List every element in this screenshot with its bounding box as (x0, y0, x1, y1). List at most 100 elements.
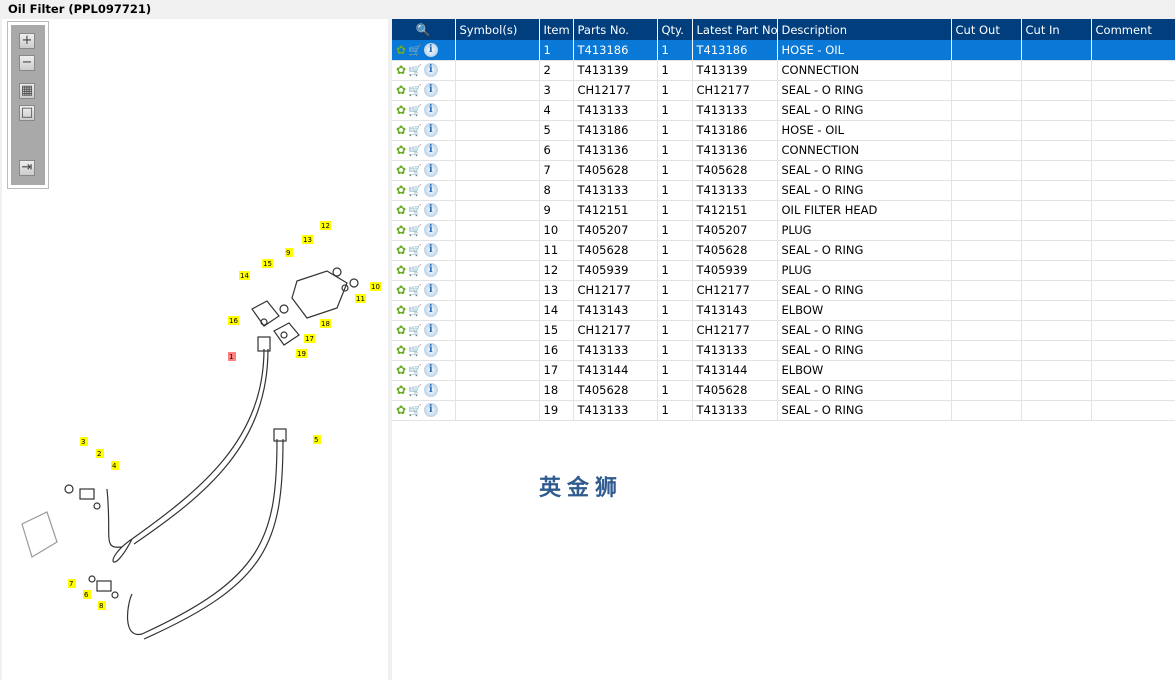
callout-7[interactable]: 7 (68, 579, 76, 588)
column-header-actions[interactable]: 🔍 (392, 19, 456, 40)
info-icon[interactable]: i (423, 163, 438, 178)
cart-icon[interactable]: 🛒 (408, 43, 422, 57)
table-row[interactable]: ✿ 🛒 i 9 T412151 1 T412151 OIL FILTER HEAD (392, 200, 1175, 221)
callout-15[interactable]: 15 (262, 259, 273, 268)
cart-icon[interactable]: 🛒 (408, 183, 422, 197)
callout-4[interactable]: 4 (111, 461, 119, 470)
gear-icon[interactable]: ✿ (396, 223, 407, 238)
gear-icon[interactable]: ✿ (396, 283, 407, 298)
gear-icon[interactable]: ✿ (396, 163, 407, 178)
table-row[interactable]: ✿ 🛒 i 12 T405939 1 T405939 PLUG (392, 260, 1175, 281)
info-icon[interactable]: i (423, 223, 438, 238)
cart-icon[interactable]: 🛒 (408, 63, 422, 77)
cart-icon[interactable]: 🛒 (408, 303, 422, 317)
gear-icon[interactable]: ✿ (396, 323, 407, 338)
gear-icon[interactable]: ✿ (396, 103, 407, 118)
callout-2[interactable]: 2 (96, 449, 104, 458)
info-icon[interactable]: i (423, 43, 438, 57)
cart-icon[interactable]: 🛒 (408, 163, 422, 177)
info-icon[interactable]: i (423, 343, 438, 358)
gear-icon[interactable]: ✿ (396, 403, 407, 418)
gear-icon[interactable]: ✿ (396, 343, 407, 358)
callout-5[interactable]: 5 (313, 435, 321, 444)
cart-icon[interactable]: 🛒 (408, 283, 422, 297)
table-row[interactable]: ✿ 🛒 i 7 T405628 1 T405628 SEAL - O RING (392, 160, 1175, 181)
callout-18[interactable]: 18 (320, 319, 331, 328)
callout-17[interactable]: 17 (304, 334, 315, 343)
table-row[interactable]: ✿ 🛒 i 6 T413136 1 T413136 CONNECTION (392, 140, 1175, 161)
info-icon[interactable]: i (423, 83, 438, 98)
info-icon[interactable]: i (423, 203, 438, 218)
cart-icon[interactable]: 🛒 (408, 103, 422, 117)
table-row[interactable]: ✿ 🛒 i 17 T413144 1 T413144 ELBOW (392, 360, 1175, 381)
column-header[interactable]: Parts No. (573, 19, 658, 40)
table-row[interactable]: ✿ 🛒 i 10 T405207 1 T405207 PLUG (392, 220, 1175, 241)
info-icon[interactable]: i (423, 63, 438, 78)
callout-6[interactable]: 6 (83, 590, 91, 599)
callout-19[interactable]: 19 (296, 349, 307, 358)
callout-13[interactable]: 13 (302, 235, 313, 244)
fit-to-window-button[interactable]: ▦ (19, 83, 35, 99)
column-header[interactable]: Latest Part No. (692, 19, 778, 40)
table-row[interactable]: ✿ 🛒 i 16 T413133 1 T413133 SEAL - O RING (392, 340, 1175, 361)
callout-8[interactable]: 8 (98, 601, 106, 610)
table-row[interactable]: ✿ 🛒 i 15 CH12177 1 CH12177 SEAL - O RING (392, 320, 1175, 341)
column-header[interactable]: Symbol(s) (455, 19, 540, 40)
cart-icon[interactable]: 🛒 (408, 123, 422, 137)
table-row[interactable]: ✿ 🛒 i 19 T413133 1 T413133 SEAL - O RING (392, 400, 1175, 421)
info-icon[interactable]: i (423, 243, 438, 258)
gear-icon[interactable]: ✿ (396, 83, 407, 98)
gear-icon[interactable]: ✿ (396, 383, 407, 398)
cart-icon[interactable]: 🛒 (408, 263, 422, 277)
table-row[interactable]: ✿ 🛒 i 14 T413143 1 T413143 ELBOW (392, 300, 1175, 321)
cart-icon[interactable]: 🛒 (408, 83, 422, 97)
table-row[interactable]: ✿ 🛒 i 3 CH12177 1 CH12177 SEAL - O RING (392, 80, 1175, 101)
table-row[interactable]: ✿ 🛒 i 18 T405628 1 T405628 SEAL - O RING (392, 380, 1175, 401)
gear-icon[interactable]: ✿ (396, 243, 407, 258)
table-row[interactable]: ✿ 🛒 i 1 T413186 1 T413186 HOSE - OIL (392, 40, 1175, 61)
cart-icon[interactable]: 🛒 (408, 223, 422, 237)
search-preview-icon[interactable]: 🔍 (415, 22, 431, 37)
info-icon[interactable]: i (423, 383, 438, 398)
table-row[interactable]: ✿ 🛒 i 8 T413133 1 T413133 SEAL - O RING (392, 180, 1175, 201)
gear-icon[interactable]: ✿ (396, 363, 407, 378)
callout-9[interactable]: 9 (285, 248, 293, 257)
cart-icon[interactable]: 🛒 (408, 323, 422, 337)
callout-16[interactable]: 16 (228, 316, 239, 325)
info-icon[interactable]: i (423, 183, 438, 198)
callout-11[interactable]: 11 (355, 294, 366, 303)
column-header[interactable]: Item (539, 19, 574, 40)
info-icon[interactable]: i (423, 143, 438, 158)
gear-icon[interactable]: ✿ (396, 123, 407, 138)
cart-icon[interactable]: 🛒 (408, 403, 422, 417)
gear-icon[interactable]: ✿ (396, 183, 407, 198)
table-row[interactable]: ✿ 🛒 i 2 T413139 1 T413139 CONNECTION (392, 60, 1175, 81)
zoom-out-button[interactable]: − (19, 55, 35, 71)
info-icon[interactable]: i (423, 363, 438, 378)
info-icon[interactable]: i (423, 263, 438, 278)
cart-icon[interactable]: 🛒 (408, 363, 422, 377)
column-header[interactable]: Cut In (1021, 19, 1092, 40)
table-row[interactable]: ✿ 🛒 i 13 CH12177 1 CH12177 SEAL - O RING (392, 280, 1175, 301)
info-icon[interactable]: i (423, 323, 438, 338)
callout-14[interactable]: 14 (239, 271, 250, 280)
export-button[interactable]: ⇥ (19, 160, 35, 176)
table-row[interactable]: ✿ 🛒 i 5 T413186 1 T413186 HOSE - OIL (392, 120, 1175, 141)
diagram-panel[interactable]: 12 13 9 15 14 11 10 16 18 17 19 1 3 2 4 5 7 6 8 + − ▦ □ ⇥ (2, 19, 388, 680)
gear-icon[interactable]: ✿ (396, 303, 407, 318)
info-icon[interactable]: i (423, 103, 438, 118)
gear-icon[interactable]: ✿ (396, 63, 407, 78)
actual-size-button[interactable]: □ (19, 105, 35, 121)
callout-3[interactable]: 3 (80, 437, 88, 446)
table-row[interactable]: ✿ 🛒 i 4 T413133 1 T413133 SEAL - O RING (392, 100, 1175, 121)
callout-12[interactable]: 12 (320, 221, 331, 230)
gear-icon[interactable]: ✿ (396, 263, 407, 278)
info-icon[interactable]: i (423, 283, 438, 298)
zoom-in-button[interactable]: + (19, 33, 35, 49)
info-icon[interactable]: i (423, 403, 438, 418)
cart-icon[interactable]: 🛒 (408, 343, 422, 357)
column-header[interactable]: Qty. (657, 19, 693, 40)
cart-icon[interactable]: 🛒 (408, 143, 422, 157)
gear-icon[interactable]: ✿ (396, 203, 407, 218)
